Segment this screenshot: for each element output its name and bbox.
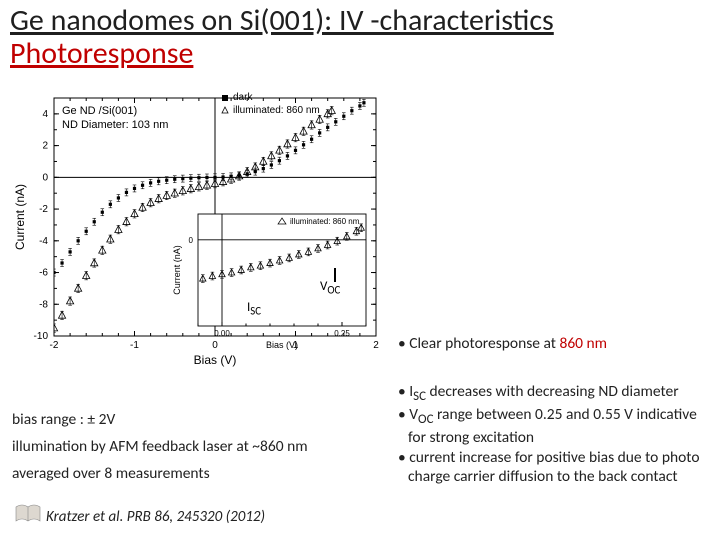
svg-text:0: 0 [189,236,194,245]
bullet-isc: ISC decreases with decreasing ND diamete… [398,382,716,405]
illumination-text: illumination by AFM feedback laser at ~8… [12,437,392,456]
findings-bullets: ISC decreases with decreasing ND diamete… [398,382,716,487]
svg-text:-2: -2 [50,340,59,351]
svg-text:0.00: 0.00 [214,329,230,338]
main-chart-svg: -2-1012-10-8-6-4-2024Bias (V)Current (nA… [8,86,390,376]
main-iv-chart: -2-1012-10-8-6-4-2024Bias (V)Current (nA… [8,86,390,376]
bullet-photoresponse: Clear photoresponse at 860 nm [398,334,708,353]
svg-text:dark: dark [233,92,253,103]
experiment-notes: bias range : ± 2V illumination by AFM fe… [12,410,392,491]
voc-marker [334,268,336,282]
title-line-2: Photoresponse [10,35,193,72]
svg-text:-6: -6 [39,268,48,279]
svg-text:Bias (V): Bias (V) [194,353,237,367]
svg-text:-1: -1 [130,340,139,351]
avg-text: averaged over 8 measurements [12,464,392,483]
title-line-1: Ge nanodomes on Si(001): IV -characteris… [10,2,554,39]
svg-text:0: 0 [42,172,48,183]
bullet-voc: VOC range between 0.25 and 0.55 V indica… [398,405,716,448]
isc-annotation: ISC [247,300,261,318]
svg-text:4: 4 [42,109,48,120]
svg-text:Current (nA): Current (nA) [13,184,27,250]
bullet-current: current increase for positive bias due t… [398,448,716,487]
svg-text:illuminated: 860 nm: illuminated: 860 nm [290,217,360,226]
reference-text: Kratzer et al. PRB 86, 245320 (2012) [46,508,265,526]
svg-text:illuminated: 860 nm: illuminated: 860 nm [233,105,320,116]
bias-range-text: bias range : ± 2V [12,410,392,429]
svg-text:Bias (V): Bias (V) [266,340,298,350]
svg-text:-4: -4 [39,236,48,247]
svg-text:2: 2 [42,141,48,152]
svg-text:ND Diameter: 103 nm: ND Diameter: 103 nm [62,119,168,131]
book-icon [14,503,42,525]
svg-text:0.25: 0.25 [334,329,350,338]
svg-text:2: 2 [373,340,379,351]
svg-text:0: 0 [212,340,218,351]
svg-text:-8: -8 [39,299,48,310]
voc-annotation: VOC [320,279,340,297]
slide-title: Ge nanodomes on Si(001): IV -characteris… [10,4,554,70]
svg-text:Current (nA): Current (nA) [172,245,182,295]
svg-text:-2: -2 [39,204,48,215]
svg-text:-10: -10 [34,331,49,342]
svg-text:Ge ND /Si(001): Ge ND /Si(001) [62,105,137,117]
highlight-bullet: Clear photoresponse at 860 nm [398,334,708,353]
